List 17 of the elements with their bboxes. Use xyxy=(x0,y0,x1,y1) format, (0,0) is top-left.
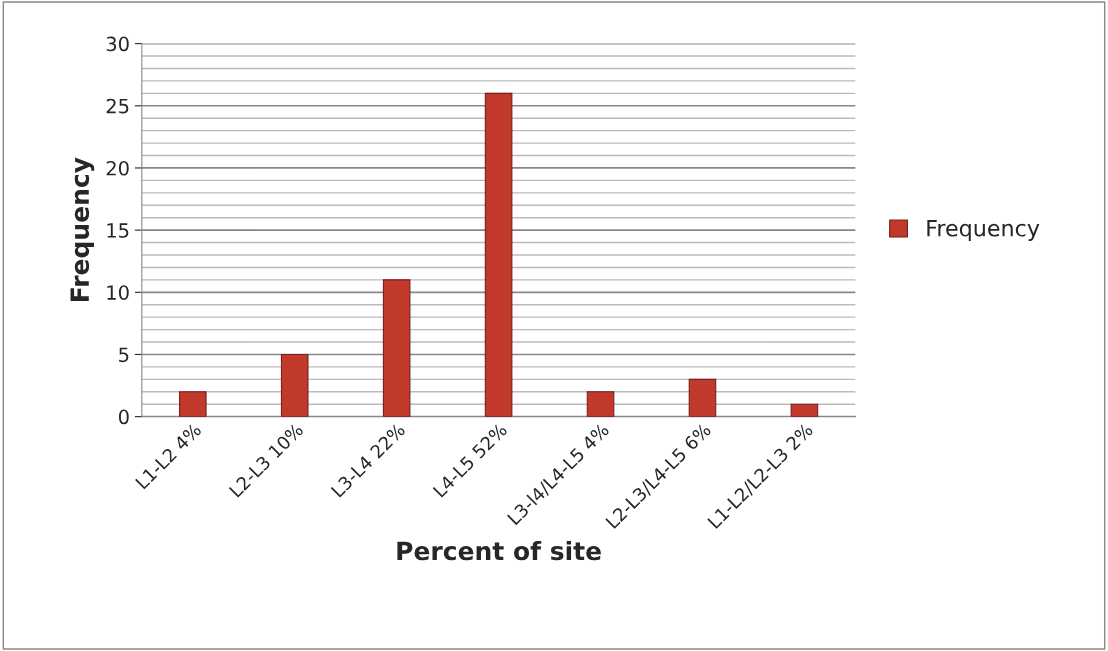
bar xyxy=(382,279,411,417)
bar xyxy=(484,92,513,417)
y-tick-label: 30 xyxy=(106,36,129,52)
bar xyxy=(586,391,615,417)
legend-label: Frequency xyxy=(927,220,1040,241)
y-tick-label: 0 xyxy=(118,409,129,425)
y-tick-label: 20 xyxy=(106,160,129,176)
x-axis-title: Percent of site xyxy=(397,540,601,561)
y-tick-label: 15 xyxy=(107,223,129,238)
y-tick-label: 5 xyxy=(119,347,129,363)
bar xyxy=(280,353,309,417)
y-tick-label: 25 xyxy=(106,98,129,114)
y-tick-label: 10 xyxy=(107,285,129,300)
bar xyxy=(688,378,717,417)
y-axis-title: Frequency xyxy=(70,157,95,301)
bar xyxy=(178,391,207,417)
bar xyxy=(790,403,819,417)
